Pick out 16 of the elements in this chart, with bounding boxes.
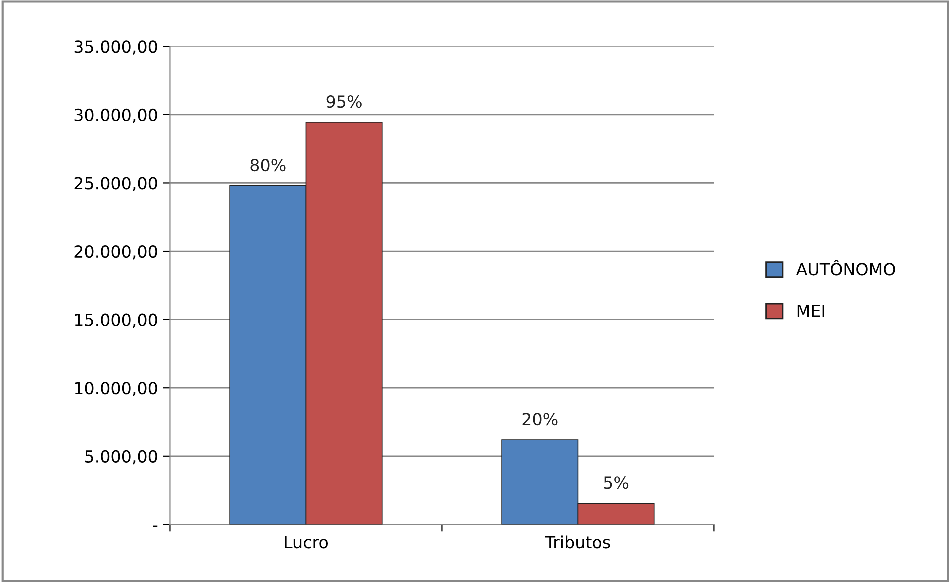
annotation: 20% [522, 413, 558, 426]
annotation: 80% [250, 159, 286, 172]
y-tick-label: 5.000,00 [85, 450, 158, 465]
y-tick-label: 20.000,00 [74, 245, 158, 260]
legend-label: MEI [798, 305, 824, 318]
y-tick-label: 30.000,00 [74, 108, 158, 124]
x-tick-label: Tributos [545, 536, 610, 549]
x-tick-label: Lucro [285, 536, 328, 549]
annotation: 95% [326, 96, 362, 108]
legend-label: AUTÔNOMO [796, 260, 896, 276]
y-tick-label: 15.000,00 [75, 314, 158, 328]
y-tick-label: - [153, 526, 158, 528]
y-tick-label: 10.000,00 [75, 382, 158, 396]
y-tick-label: 35.000,00 [74, 40, 158, 55]
annotation: 5% [604, 476, 629, 490]
y-tick-label: 25.000,00 [74, 177, 158, 192]
